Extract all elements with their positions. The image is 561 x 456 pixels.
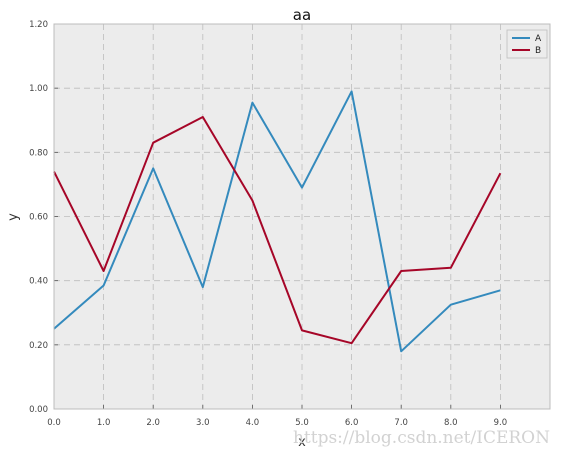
grid-lines: [54, 24, 550, 409]
y-tick-label: 1.00: [29, 84, 48, 94]
x-tick-label: 1.0: [97, 418, 111, 428]
x-tick-label: 5.0: [295, 418, 309, 428]
axis-ticks: 0.00 0.20 0.40 0.60 0.80 1.00 1.20 0.0 1.0 2.0 3.0…: [29, 20, 507, 428]
plot-frame: [53, 23, 551, 410]
series-line-a: [53, 90, 501, 353]
y-tick-label: 0.60: [29, 213, 48, 223]
series-lines: [53, 90, 502, 353]
y-tick-label: 0.80: [29, 148, 48, 158]
y-tick-label: 0.00: [29, 405, 48, 415]
x-tick-label: 0.0: [47, 418, 61, 428]
x-tick-label: 8.0: [444, 418, 458, 428]
legend-label-a: A: [535, 34, 542, 44]
x-tick-label: 2.0: [146, 418, 160, 428]
watermark: https://blog.csdn.net/ICERON: [293, 428, 550, 448]
y-tick-label: 0.40: [29, 277, 48, 287]
x-tick-label: 6.0: [345, 418, 359, 428]
x-tick-label: 4.0: [246, 418, 260, 428]
chart-title: aa: [293, 6, 311, 24]
x-tick-label: 3.0: [196, 418, 210, 428]
x-axis-label: x: [298, 435, 306, 450]
legend-box: [506, 29, 548, 59]
x-tick-label: 9.0: [494, 418, 508, 428]
y-tick-label: 1.20: [29, 20, 48, 30]
legend: A B: [506, 29, 548, 59]
y-axis-label: y: [6, 213, 21, 221]
series-line-b: [53, 116, 502, 345]
y-tick-label: 0.20: [29, 341, 48, 351]
x-tick-label: 7.0: [394, 418, 408, 428]
legend-label-b: B: [535, 46, 541, 56]
